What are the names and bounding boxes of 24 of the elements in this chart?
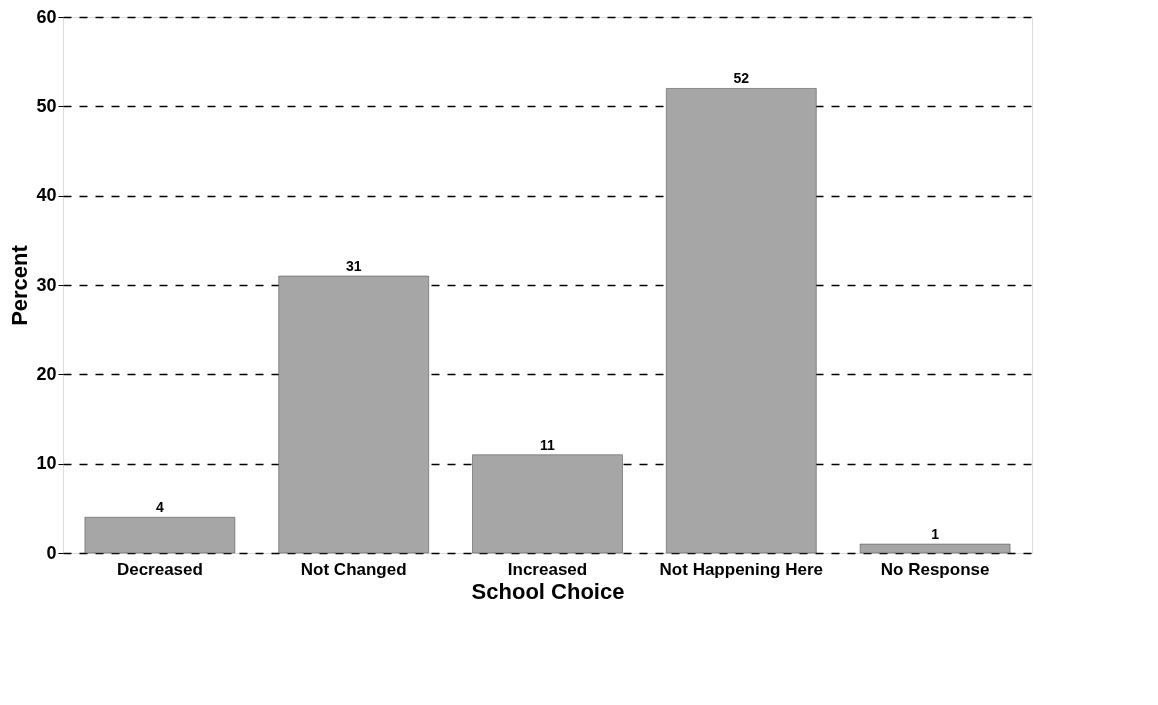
x-tick-label: Increased (507, 559, 588, 579)
data-label: 52 (733, 70, 750, 87)
data-label: 1 (931, 526, 940, 543)
bar (666, 88, 817, 554)
x-tick-label: Not Happening Here (659, 559, 823, 579)
bar (84, 517, 236, 554)
data-label: 11 (540, 436, 556, 453)
bar (859, 543, 1011, 554)
y-tick-label: 10 (36, 453, 57, 474)
x-tick-label: Not Changed (300, 559, 407, 579)
y-tick-label: 40 (36, 185, 57, 206)
data-label: 4 (156, 499, 164, 516)
bar (278, 275, 429, 554)
x-axis-title: School Choice (471, 578, 625, 604)
bar (472, 454, 623, 554)
y-tick-label: 30 (36, 274, 57, 295)
x-tick-label: No Response (880, 559, 990, 579)
data-label: 31 (345, 258, 362, 275)
y-tick-label: 50 (36, 95, 57, 116)
x-tick-label: Decreased (116, 559, 203, 579)
y-tick-label: 60 (36, 6, 57, 27)
y-tick-label: 20 (36, 363, 57, 384)
y-tick-label: 0 (46, 542, 57, 563)
y-axis-title: Percent (7, 244, 33, 326)
